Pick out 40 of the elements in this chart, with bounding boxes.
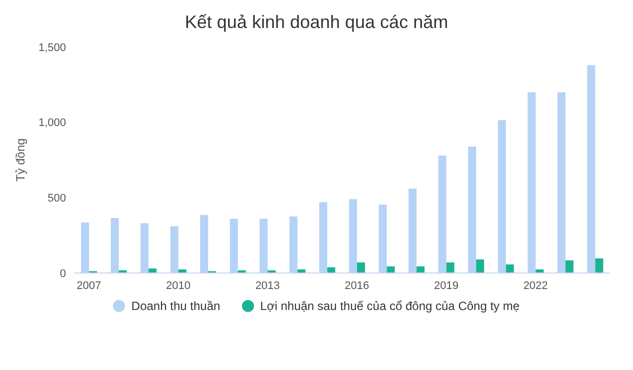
chart-title: Kết quả kinh doanh qua các năm [184,12,450,33]
bar [349,199,357,273]
y-tick-label: 500 [48,192,66,205]
bar [587,65,596,273]
x-tick-label: 2013 [255,280,280,292]
bar [110,218,119,273]
bar [289,216,298,273]
bar [230,218,238,273]
y-tick-label: 0 [60,268,66,280]
bar [408,188,417,273]
legend-label: Doanh thu thuần [130,299,220,313]
bar [557,92,566,273]
bar [319,202,328,273]
x-tick-label: 2016 [344,280,370,292]
bar [498,120,506,273]
x-tick-label: 2019 [434,280,458,292]
bar [378,204,387,273]
bar [260,218,268,273]
bar [446,262,454,273]
bar [386,266,395,273]
bar [595,258,604,273]
bar [170,226,178,273]
bar [565,260,574,273]
bar [506,264,514,273]
bar [528,92,536,273]
bar [476,259,484,273]
bar [468,146,476,273]
bar [438,155,446,273]
bar [357,262,365,273]
bar [81,222,89,273]
x-tick-label: 2010 [166,280,190,292]
x-tick-label: 2007 [76,280,102,292]
legend-label: Lợi nhuận sau thuế của cổ đông của Công ty mẹ [259,299,520,313]
y-axis-title: Tỷ đồng [13,138,28,182]
x-tick-label: 2022 [523,280,548,292]
bar [200,214,208,273]
y-tick-label: 1,000 [38,117,66,130]
y-tick-label: 1,500 [38,42,66,54]
bar [140,223,149,273]
bar [416,266,425,273]
